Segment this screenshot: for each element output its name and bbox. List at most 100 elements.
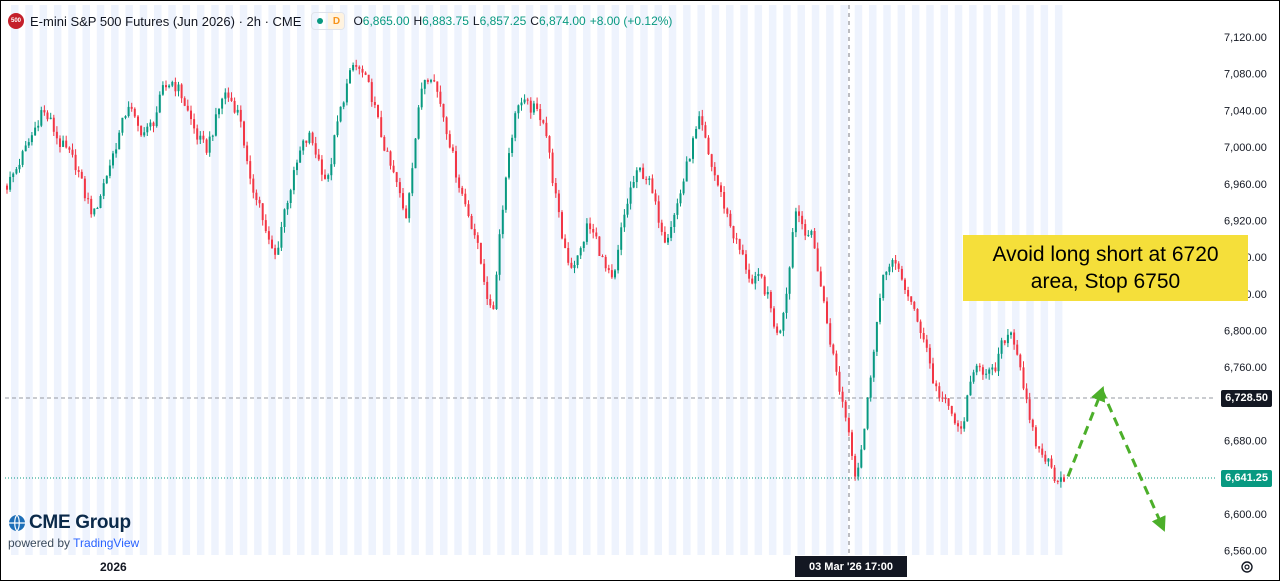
candle-body (383, 137, 386, 151)
candle-body (74, 154, 77, 171)
candle-body (994, 367, 997, 372)
candle-body (570, 262, 573, 268)
candle-body (657, 201, 660, 223)
candle-body (589, 223, 592, 230)
candle-body (380, 117, 383, 138)
settings-gear-icon[interactable] (1240, 560, 1254, 574)
session-band (411, 5, 419, 555)
candle-body (779, 330, 782, 333)
candle-body (947, 398, 950, 406)
candle-body (143, 132, 146, 136)
candle-body (757, 274, 760, 276)
candle-body (333, 135, 336, 165)
candle-body (595, 232, 598, 237)
candle-body (426, 80, 429, 82)
candle-body (296, 162, 298, 171)
candle-body (1044, 454, 1047, 462)
candle-body (776, 326, 779, 333)
candle-body (963, 421, 966, 429)
candle-body (280, 227, 283, 248)
projection-arrows (1066, 386, 1166, 532)
trade-annotation[interactable]: Avoid long short at 6720 area, Stop 6750 (963, 235, 1248, 301)
tradingview-link[interactable]: TradingView (73, 536, 140, 550)
projection-arrow (1066, 386, 1106, 477)
price-axis: 7,120.00 7,080.00 7,040.00 7,000.00 6,960.00… (1224, 32, 1267, 558)
price-change: +8.00 (+0.12%) (589, 14, 673, 28)
cme-logo[interactable]: CME Group powered by TradingView (8, 512, 139, 550)
candle-body (208, 136, 211, 153)
candle-body (105, 175, 108, 184)
candle-body (65, 140, 68, 148)
last-price-label: 6,728.50 (1221, 390, 1272, 407)
candle-body (40, 110, 43, 126)
candle-body (355, 65, 358, 67)
candle-body (723, 192, 726, 209)
candle-body (798, 211, 800, 216)
candle-body (395, 172, 398, 183)
session-band (826, 5, 834, 555)
session-band (940, 5, 948, 555)
session-band (254, 5, 262, 555)
candle-body (598, 236, 601, 256)
price-tick-label: 6,760.00 (1224, 362, 1267, 374)
session-band (382, 5, 391, 555)
candle-body (732, 226, 735, 239)
candle-body (928, 347, 931, 364)
candle-body (121, 117, 124, 133)
candle-body (651, 178, 654, 194)
candle-body (804, 224, 807, 236)
session-band (954, 5, 963, 555)
candle-body (557, 193, 560, 213)
candle-body (932, 363, 934, 384)
candle-body (857, 467, 860, 477)
candle-body (155, 112, 158, 127)
candle-body (152, 122, 155, 126)
session-band (154, 5, 162, 555)
candle-body (685, 161, 688, 182)
symbol-badge[interactable]: 500 (8, 13, 24, 29)
candle-body (1000, 340, 1003, 354)
candle-body (196, 128, 199, 140)
session-band (168, 5, 176, 555)
candle-body (851, 432, 853, 456)
market-status[interactable]: D (311, 12, 346, 30)
candle-body (1038, 446, 1041, 449)
candle-body (542, 120, 545, 123)
candle-body (813, 231, 816, 249)
candle-body (386, 150, 389, 152)
candle-body (171, 82, 174, 86)
candle-body (271, 239, 273, 248)
candle-body (748, 269, 751, 279)
candle-body (866, 397, 869, 429)
candle-body (807, 234, 810, 236)
session-band (683, 5, 691, 555)
price-tick-label: 7,120.00 (1224, 32, 1267, 44)
candle-body (495, 274, 498, 310)
candle-body (791, 232, 794, 268)
candle-body (607, 268, 610, 271)
candle-body (224, 92, 227, 99)
symbol-title[interactable]: E-mini S&P 500 Futures (Jun 2026) · 2h ·… (30, 13, 302, 29)
candle-body (916, 309, 919, 322)
session-band (454, 5, 462, 555)
candle-body (1010, 332, 1012, 335)
annotation-line-1: Avoid long short at 6720 (992, 243, 1219, 266)
candle-body (667, 237, 669, 243)
session-band (196, 5, 205, 555)
candle-body (299, 150, 302, 163)
candle-body (96, 208, 99, 209)
candle-body (339, 106, 342, 122)
candle-body (981, 367, 984, 375)
candle-body (526, 99, 529, 101)
candle-body (486, 281, 489, 299)
candle-body (676, 203, 679, 215)
candle-body (1031, 419, 1034, 428)
candle-body (642, 167, 645, 179)
candle-body (264, 220, 267, 232)
session-band (368, 5, 376, 555)
price-tick-label: 6,560.00 (1224, 546, 1267, 558)
candle-body (1013, 332, 1016, 345)
candle-body (579, 248, 582, 256)
candle-body (398, 182, 401, 194)
session-band (783, 5, 791, 555)
